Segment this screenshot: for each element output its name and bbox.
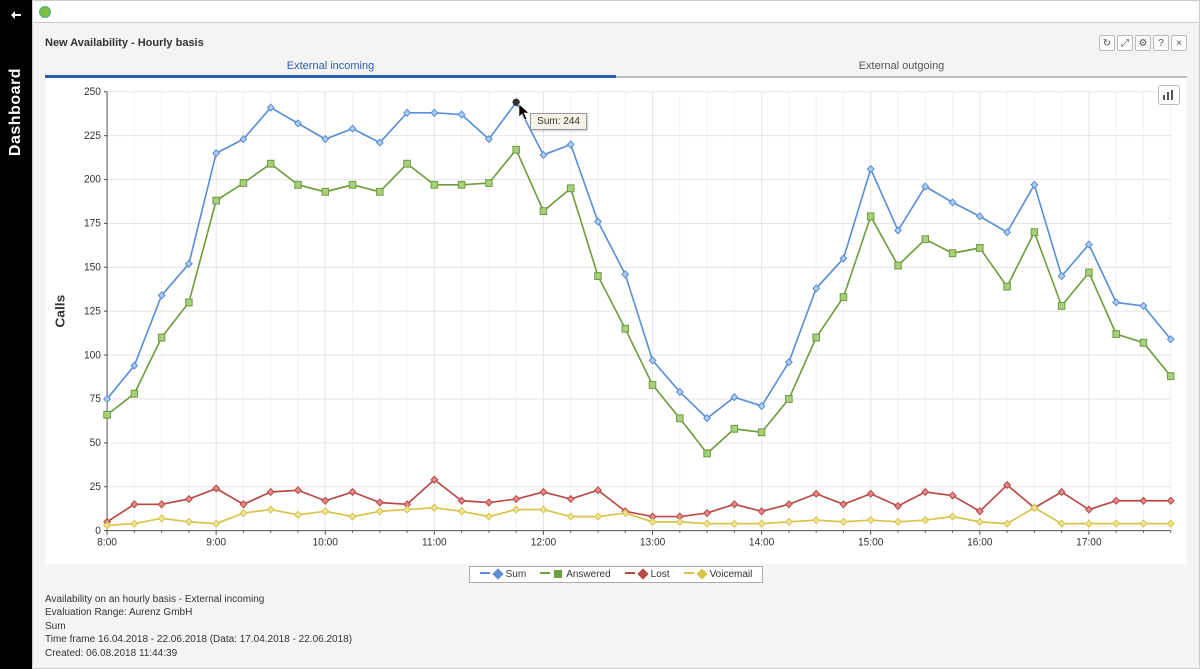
availability-chart: 0 25 50 75 100 125 150 175 200 225 250 8:00 9:00 10:0… (46, 79, 1186, 563)
svg-text:8:00: 8:00 (97, 537, 117, 548)
legend-item[interactable]: Sum (480, 569, 527, 580)
svg-text:12:00: 12:00 (531, 537, 557, 548)
panel-actions: ↻ ⤢ ⚙ ? × (1099, 35, 1187, 51)
legend-item[interactable]: Answered (540, 569, 610, 580)
svg-text:225: 225 (84, 131, 101, 142)
chart-container: 0 25 50 75 100 125 150 175 200 225 250 8:00 9:00 10:0… (45, 78, 1187, 564)
svg-text:125: 125 (84, 306, 101, 317)
expand-icon[interactable]: ⤢ (1117, 35, 1133, 51)
footer-line-3: Sum (45, 620, 1187, 634)
dashboard-content: New Availability - Hourly basis ↻ ⤢ ⚙ ? … (33, 23, 1199, 668)
chart-tabs: External incoming External outgoing (45, 57, 1187, 78)
svg-text:14:00: 14:00 (749, 537, 775, 548)
chart-tooltip: Sum: 244 (530, 113, 587, 130)
left-sidebar: Dashboard (0, 0, 32, 669)
settings-icon[interactable]: ⚙ (1135, 35, 1151, 51)
legend-label: Lost (651, 569, 670, 580)
chart-type-icon[interactable] (1158, 85, 1180, 105)
app-root: Dashboard New Availability - Hourly basi… (0, 0, 1200, 669)
panel-header: New Availability - Hourly basis ↻ ⤢ ⚙ ? … (45, 33, 1187, 53)
footer-line-2: Evaluation Range: Aurenz GmbH (45, 606, 1187, 620)
tab-external-incoming[interactable]: External incoming (45, 57, 616, 78)
tab-external-outgoing[interactable]: External outgoing (616, 57, 1187, 78)
legend-item[interactable]: Lost (625, 569, 670, 580)
close-icon[interactable]: × (1171, 35, 1187, 51)
legend-marker-icon (492, 568, 503, 579)
legend-label: Voicemail (710, 569, 753, 580)
legend-label: Answered (566, 569, 610, 580)
svg-text:15:00: 15:00 (858, 537, 884, 548)
svg-text:100: 100 (84, 350, 101, 361)
panel-title: New Availability - Hourly basis (45, 37, 204, 49)
svg-text:13:00: 13:00 (640, 537, 666, 548)
refresh-icon[interactable]: ↻ (1099, 35, 1115, 51)
svg-text:17:00: 17:00 (1076, 537, 1102, 548)
legend-marker-icon (637, 568, 648, 579)
legend-item[interactable]: Voicemail (684, 569, 753, 580)
legend-marker-icon (554, 570, 562, 578)
svg-text:25: 25 (90, 482, 102, 493)
top-toolbar (33, 1, 1199, 23)
collapse-icon[interactable] (8, 8, 24, 24)
footer-line-4: Time frame 16.04.2018 - 22.06.2018 (Data… (45, 633, 1187, 647)
svg-text:75: 75 (90, 394, 102, 405)
sidebar-title: Dashboard (7, 68, 25, 156)
chart-footer-info: Availability on an hourly basis - Extern… (45, 593, 1187, 661)
legend-marker-icon (696, 568, 707, 579)
help-icon[interactable]: ? (1153, 35, 1169, 51)
main-area: New Availability - Hourly basis ↻ ⤢ ⚙ ? … (32, 0, 1200, 669)
svg-text:16:00: 16:00 (967, 537, 993, 548)
chart-legend: Sum Answered Lost Voicemail (469, 566, 764, 583)
svg-text:175: 175 (84, 218, 101, 229)
footer-line-1: Availability on an hourly basis - Extern… (45, 593, 1187, 607)
svg-text:Calls: Calls (53, 295, 68, 328)
status-indicator-icon[interactable] (39, 6, 51, 18)
svg-text:9:00: 9:00 (206, 537, 226, 548)
svg-text:11:00: 11:00 (422, 537, 447, 548)
svg-text:250: 250 (84, 87, 101, 98)
svg-text:10:00: 10:00 (313, 537, 339, 548)
svg-text:0: 0 (95, 526, 101, 537)
footer-line-5: Created: 06.08.2018 11:44:39 (45, 647, 1187, 661)
svg-text:200: 200 (84, 175, 101, 186)
legend-label: Sum (506, 569, 527, 580)
svg-text:50: 50 (90, 438, 102, 449)
svg-text:150: 150 (84, 262, 101, 273)
